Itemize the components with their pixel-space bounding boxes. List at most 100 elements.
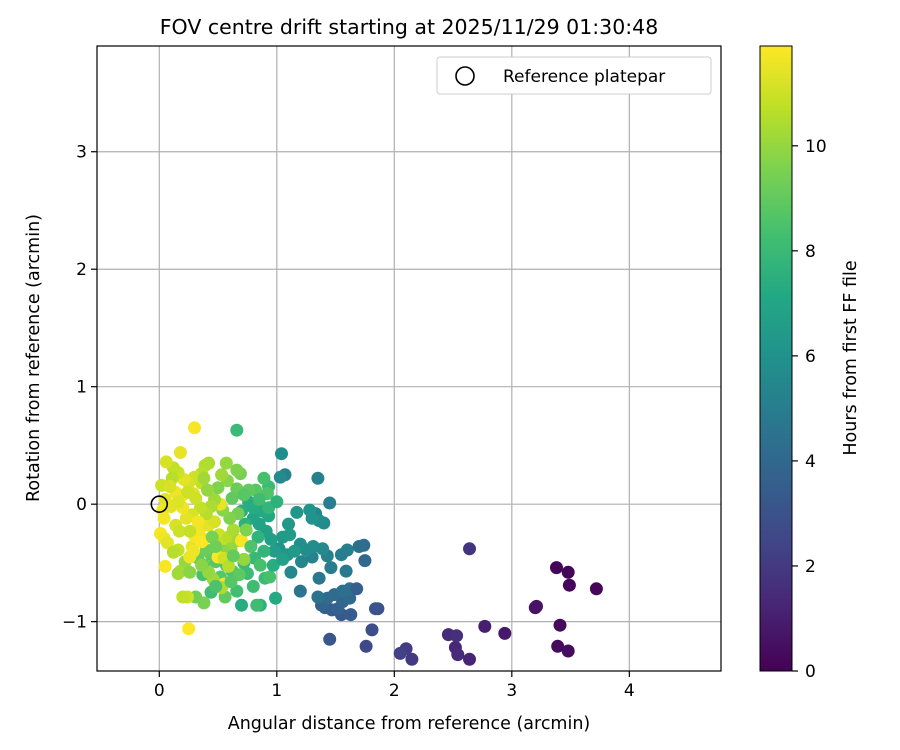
- data-point: [498, 626, 512, 640]
- colorbar-tick-label: 0: [805, 662, 816, 682]
- data-point: [209, 540, 223, 553]
- legend-box: [436, 56, 712, 95]
- colorbar-tick-label: 2: [805, 557, 816, 577]
- data-point: [191, 515, 205, 529]
- data-point: [463, 542, 476, 556]
- data-point: [553, 618, 567, 632]
- data-point: [252, 493, 266, 506]
- data-point: [250, 598, 264, 612]
- data-point: [211, 481, 225, 495]
- data-point: [235, 534, 248, 548]
- data-point: [405, 652, 419, 666]
- data-point: [463, 652, 476, 666]
- x-tick-label: 2: [389, 681, 400, 701]
- data-point: [176, 590, 190, 604]
- data-point: [225, 491, 239, 505]
- data-point: [244, 540, 258, 553]
- y-tick-label: 2: [76, 260, 87, 280]
- data-point: [222, 559, 236, 573]
- data-point: [358, 554, 372, 568]
- data-point: [253, 558, 267, 572]
- data-point: [311, 471, 325, 485]
- data-point: [303, 503, 317, 517]
- data-point: [478, 619, 492, 633]
- data-point: [157, 511, 171, 525]
- data-point: [270, 495, 284, 509]
- data-point: [371, 602, 385, 616]
- colorbar: 0 2 4 6 8 10 Hours from first FF file: [759, 45, 861, 682]
- data-point: [312, 571, 326, 585]
- reference-platepar-marker: [150, 495, 169, 513]
- data-point: [293, 584, 307, 598]
- x-tick-label: 4: [624, 681, 635, 701]
- data-point: [209, 579, 223, 593]
- data-point: [282, 517, 295, 531]
- data-point: [352, 540, 366, 553]
- colorbar-gradient: [759, 45, 793, 672]
- data-point: [195, 535, 209, 549]
- data-point: [219, 456, 233, 470]
- data-point: [239, 523, 253, 537]
- legend-marker: [455, 66, 475, 86]
- data-point: [323, 632, 337, 646]
- data-point: [161, 536, 174, 550]
- data-point: [450, 629, 464, 643]
- data-point: [183, 565, 197, 579]
- data-point: [171, 567, 185, 580]
- data-point: [166, 545, 180, 559]
- data-point: [230, 584, 244, 598]
- data-point: [589, 582, 603, 596]
- x-axis-ticks: 0 1 2 3 4: [154, 671, 635, 701]
- data-point: [215, 468, 229, 482]
- data-point: [530, 599, 543, 613]
- data-point: [171, 495, 185, 509]
- data-point: [179, 511, 193, 525]
- data-point: [295, 555, 308, 569]
- data-point: [562, 578, 576, 592]
- plot-frame: [96, 45, 722, 672]
- data-point: [224, 575, 238, 589]
- data-point: [257, 544, 271, 558]
- colorbar-tick-label: 6: [805, 347, 816, 367]
- data-point: [237, 488, 251, 502]
- data-point: [276, 552, 290, 566]
- data-point: [263, 570, 277, 584]
- data-point: [172, 524, 186, 538]
- data-point: [324, 561, 338, 575]
- data-point: [235, 598, 248, 612]
- y-tick-label: −1: [62, 613, 87, 633]
- y-tick-label: 3: [76, 143, 87, 163]
- data-point: [230, 463, 244, 477]
- data-point: [339, 564, 353, 578]
- data-point: [561, 565, 575, 579]
- colorbar-tick-label: 10: [805, 137, 827, 157]
- colorbar-tick-label: 8: [805, 242, 816, 262]
- data-point: [284, 565, 298, 579]
- legend-label: Reference platepar: [503, 67, 665, 87]
- data-point: [359, 639, 373, 653]
- y-axis-ticks: −1 0 1 2 3: [62, 143, 97, 633]
- data-point: [163, 480, 177, 494]
- data-point: [451, 648, 465, 662]
- data-point: [269, 591, 283, 605]
- data-point: [226, 549, 240, 563]
- data-point: [350, 582, 364, 596]
- x-axis-label: Angular distance from reference (arcmin): [228, 714, 591, 734]
- data-point: [246, 579, 260, 593]
- data-point: [208, 515, 221, 529]
- data-point: [561, 644, 575, 658]
- data-point: [393, 646, 407, 660]
- x-tick-label: 0: [154, 681, 165, 701]
- data-point: [323, 496, 337, 510]
- data-point: [287, 544, 301, 558]
- x-tick-label: 1: [271, 681, 282, 701]
- data-point: [173, 446, 187, 459]
- data-point: [251, 530, 265, 544]
- data-point: [275, 447, 288, 461]
- data-point: [311, 590, 325, 604]
- data-point: [197, 471, 211, 485]
- data-point: [290, 505, 304, 519]
- data-point: [197, 596, 211, 610]
- data-point: [182, 622, 196, 636]
- data-point: [230, 423, 244, 437]
